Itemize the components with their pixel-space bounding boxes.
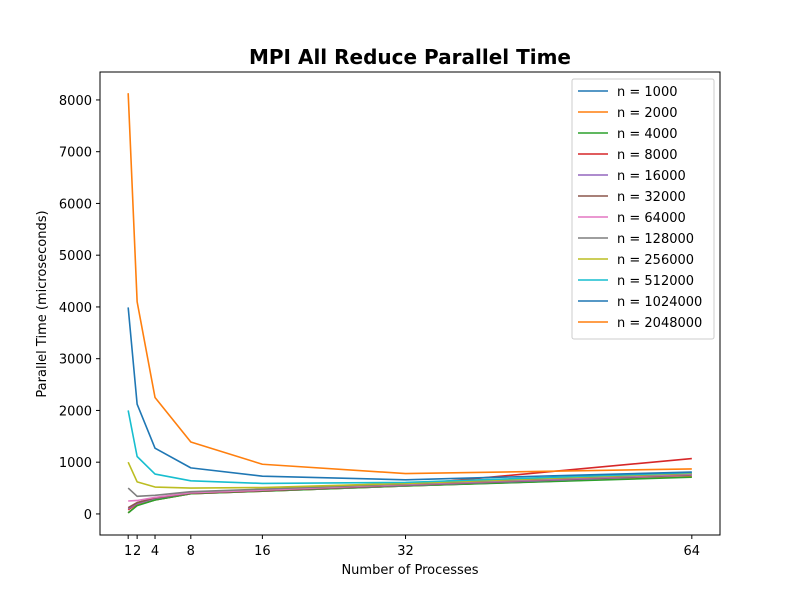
x-tick-label: 64 [684,544,701,559]
legend-box [571,78,715,340]
series-line-10 [127,410,692,485]
legend-label: n = 128000 [617,232,694,247]
x-tick-label: 32 [397,544,414,559]
legend-label: n = 32000 [617,190,686,205]
legend-label: n = 8000 [617,148,677,163]
legend-label: n = 2000 [617,106,677,121]
y-axis-label: Parallel Time (microseconds) [35,210,50,397]
legend: n = 1000 n = 2000 n = 4000 n = 8000 n = 1600… [571,78,715,340]
axis-ticks: 1 2 4 8 16 32 64 0 1000 2000 3000 4000 5000 6000 7000 8… [59,94,700,559]
legend-label: n = 4000 [617,127,677,142]
series-layer [127,93,692,514]
y-tick-label: 6000 [59,197,92,212]
y-tick-label: 3000 [59,353,92,368]
x-tick-label: 4 [151,544,159,559]
legend-label: n = 16000 [617,169,686,184]
plot-frame [99,71,721,536]
x-tick-label: 2 [133,544,141,559]
series-line-12 [127,93,692,475]
y-tick-label: 2000 [59,404,92,419]
y-tick-label: 4000 [59,301,92,316]
series-line-9 [127,461,692,489]
legend-label: n = 1000 [617,85,677,100]
legend-label: n = 1024000 [617,295,702,310]
legend-label: n = 64000 [617,211,686,226]
y-tick-label: 5000 [59,249,92,264]
y-tick-label: 7000 [59,146,92,161]
legend-label: n = 256000 [617,253,694,268]
x-axis-label: Number of Processes [341,563,478,578]
series-line-11 [127,307,692,481]
legend-label: n = 512000 [617,274,694,289]
y-tick-label: 1000 [59,456,92,471]
chart-title: MPI All Reduce Parallel Time [249,45,571,69]
x-tick-label: 16 [254,544,271,559]
x-tick-label: 1 [124,544,132,559]
y-tick-label: 0 [84,508,92,523]
y-tick-label: 8000 [59,94,92,109]
legend-label: n = 2048000 [617,316,702,331]
x-tick-label: 8 [187,544,195,559]
